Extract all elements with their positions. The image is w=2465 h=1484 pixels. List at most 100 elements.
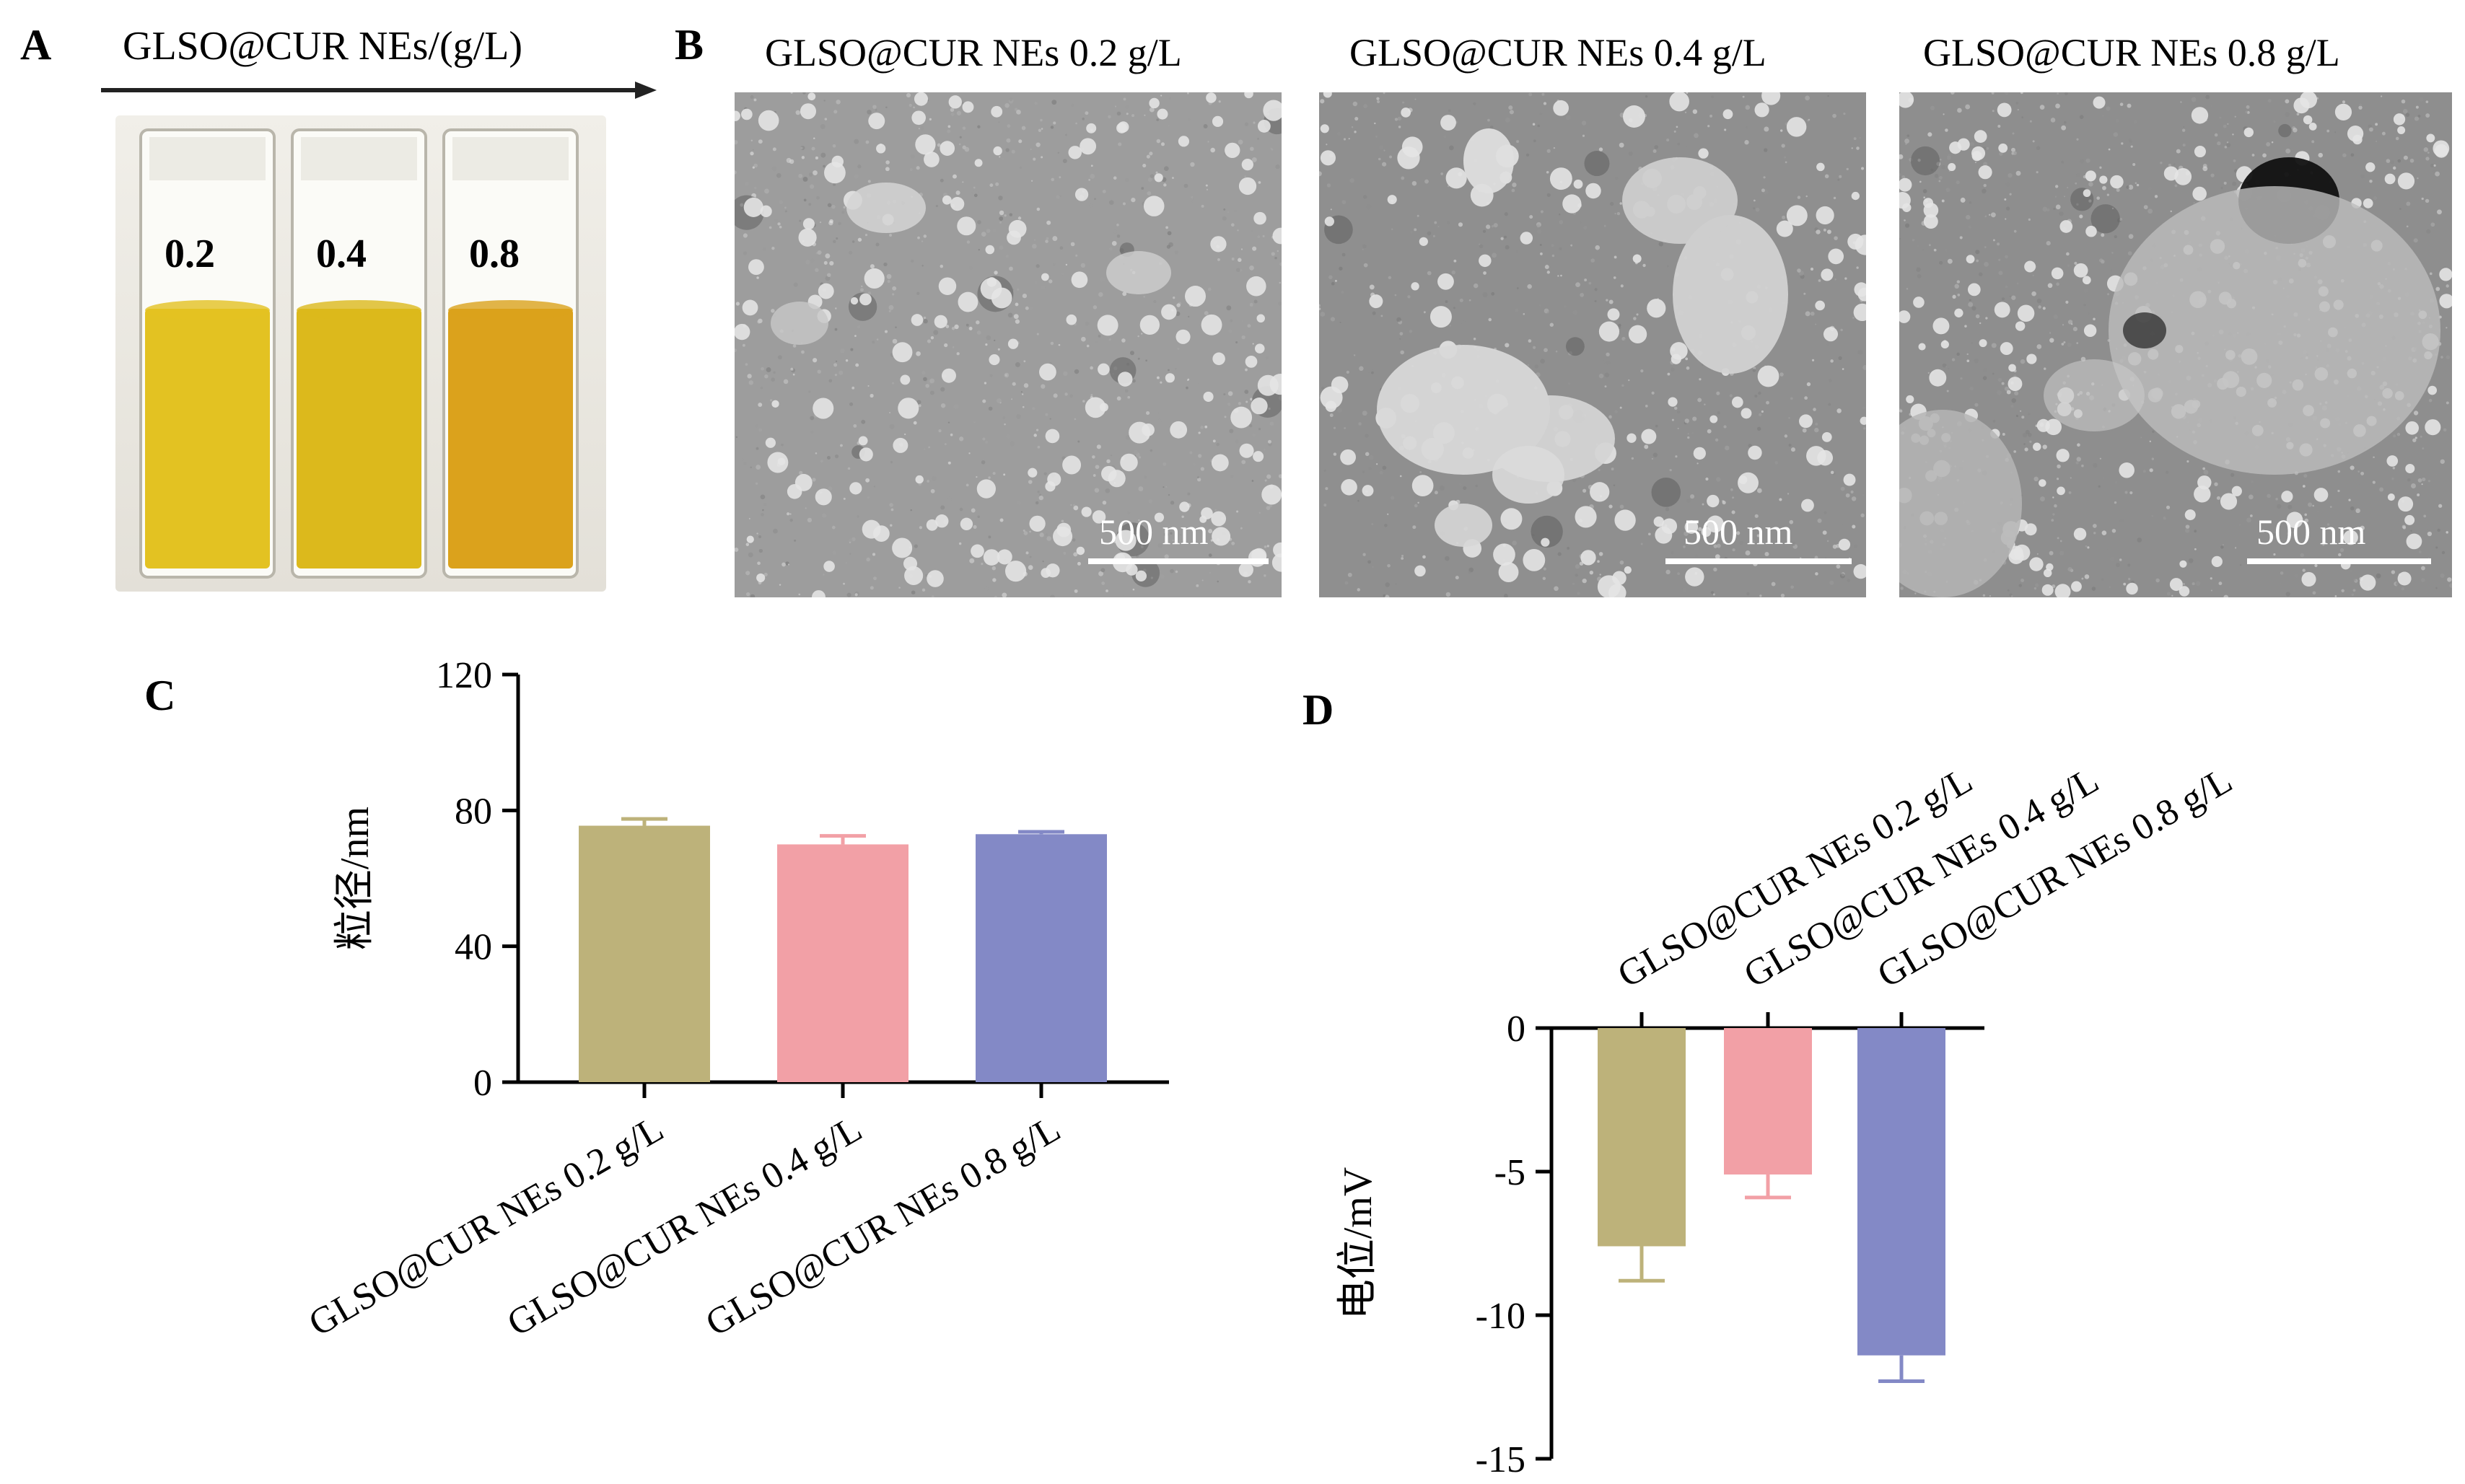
tem-speckle (1904, 139, 1910, 144)
tem-speckle (1904, 223, 1910, 228)
tem-speckle (1757, 526, 1761, 530)
tem-droplet (1853, 563, 1866, 579)
tem-speckle (950, 433, 953, 436)
tem-speckle (1082, 400, 1085, 403)
tem-speckle (1323, 504, 1327, 507)
tem-speckle (889, 503, 893, 507)
tem-speckle (1045, 240, 1048, 243)
tem-droplet (2119, 462, 2135, 478)
tem-speckle (1753, 199, 1756, 202)
tem-speckle (1572, 582, 1575, 585)
tem-speckle (1822, 530, 1827, 535)
tem-speckle (1608, 299, 1614, 304)
tem-speckle (2248, 494, 2254, 500)
tem-speckle (1504, 235, 1507, 239)
tem-droplet (1843, 473, 1856, 486)
tem-droplet (2024, 523, 2037, 536)
tem-speckle (1015, 302, 1019, 307)
tem-speckle (884, 330, 888, 333)
tem-speckle (2080, 159, 2085, 164)
tem-droplet (2179, 560, 2187, 568)
tem-droplet (1899, 177, 1912, 192)
tem-speckle (1686, 366, 1690, 370)
tem-speckle (2429, 272, 2433, 276)
tem-speckle (1606, 299, 1608, 302)
tem-speckle (1319, 304, 1321, 307)
tem-droplet (1693, 447, 1707, 460)
tem-droplet (2365, 162, 2376, 172)
tem-speckle (2015, 414, 2018, 418)
tem-speckle (1351, 126, 1354, 128)
tem-speckle (2014, 391, 2019, 396)
tem-speckle (2170, 210, 2172, 213)
tem-speckle (2359, 103, 2363, 107)
tem-speckle (1163, 486, 1165, 488)
tem-speckle (886, 273, 892, 279)
tem-speckle (2358, 105, 2363, 110)
tem-speckle (817, 250, 822, 255)
tem-speckle (966, 240, 971, 244)
tem-speckle (1449, 325, 1452, 327)
tem-speckle (1691, 431, 1694, 434)
tem-droplet (1239, 443, 1254, 458)
tem-speckle (2096, 556, 2098, 558)
tem-speckle (2132, 163, 2136, 167)
tem-droplet (1817, 449, 1834, 466)
tem-speckle (892, 382, 895, 385)
tem-speckle (1860, 513, 1865, 518)
tem-speckle (1802, 428, 1807, 433)
tem-speckle (2399, 208, 2401, 210)
tem-speckle (827, 203, 832, 208)
tem-speckle (865, 478, 870, 483)
tem-speckle (2368, 127, 2373, 132)
tem-speckle (2406, 225, 2409, 228)
tem-speckle (2051, 519, 2054, 522)
tem-speckle (2101, 320, 2106, 325)
tem-speckle (1745, 105, 1751, 110)
tem-speckle (962, 126, 966, 130)
tem-speckle (847, 467, 851, 470)
tem-speckle (1344, 427, 1347, 429)
tem-speckle (1619, 560, 1624, 565)
tem-speckle (2376, 573, 2381, 579)
tem-speckle (1326, 144, 1328, 146)
tem-speckle (2353, 578, 2356, 581)
tem-speckle (1041, 384, 1046, 389)
tem-droplet (1707, 515, 1724, 533)
tem-speckle (2417, 478, 2422, 483)
tem-speckle (2390, 160, 2394, 164)
tem-speckle (940, 387, 945, 392)
tem-speckle (940, 403, 946, 408)
tem-speckle (1231, 541, 1235, 545)
tem-speckle (865, 140, 870, 144)
tem-speckle (1123, 97, 1126, 101)
tem-droplet (976, 479, 996, 499)
tem-speckle (1187, 92, 1189, 95)
tem-speckle (1707, 125, 1710, 128)
tem-speckle (2092, 524, 2097, 528)
tem-speckle (1616, 211, 1621, 216)
tem-speckle (2002, 433, 2005, 436)
cuvette-label-1: 0.2 (165, 232, 215, 276)
tem-dark-spot (1910, 146, 1940, 176)
tem-droplet (1754, 102, 1769, 118)
tem-speckle (1055, 367, 1059, 372)
tem-droplet (1799, 414, 1813, 429)
tem-speckle (834, 454, 839, 459)
tem-speckle (2418, 550, 2422, 554)
tem-speckle (1086, 344, 1090, 348)
tem-speckle (2435, 473, 2438, 475)
tem-speckle (892, 293, 895, 296)
tem-speckle (2350, 153, 2355, 157)
tem-speckle (1003, 473, 1006, 476)
tem-droplet (2308, 123, 2317, 131)
tem-speckle (1682, 587, 1687, 592)
tem-speckle (1645, 95, 1648, 98)
tem-speckle (1011, 398, 1013, 400)
tem-speckle (1208, 553, 1212, 557)
tem-droplet (765, 437, 776, 448)
y-tick-label: -5 (1494, 1152, 1525, 1193)
tem-speckle (2322, 543, 2325, 546)
tem-droplet (2384, 173, 2396, 185)
